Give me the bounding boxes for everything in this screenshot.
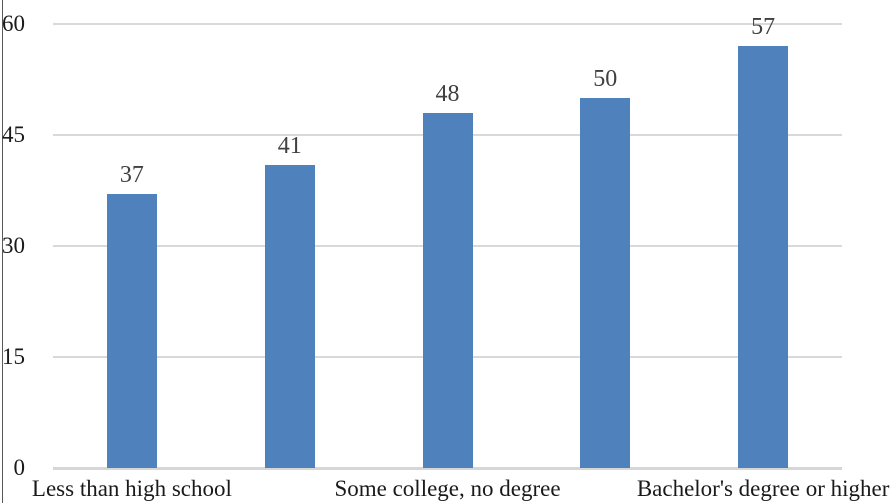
y-tick-label: 30 — [2, 233, 25, 258]
x-category-label: Some college, no degree — [334, 476, 561, 501]
bar — [264, 164, 315, 468]
data-label: 50 — [593, 66, 618, 92]
bar — [422, 112, 473, 468]
y-tick-label: 15 — [2, 344, 25, 369]
bar — [106, 194, 157, 468]
data-label: 37 — [119, 162, 144, 189]
x-axis-line — [53, 467, 842, 470]
x-category-label: Bachelor's degree or higher — [636, 476, 890, 501]
data-label: 48 — [435, 80, 460, 107]
left-edge-line — [2, 0, 3, 503]
bar — [738, 46, 789, 468]
data-label: 41 — [277, 132, 302, 159]
y-tick-label: 60 — [2, 11, 25, 36]
bar — [580, 98, 631, 468]
y-tick-label: 0 — [13, 455, 26, 480]
gridline — [53, 23, 842, 25]
data-label: 57 — [751, 14, 776, 41]
y-tick-label: 45 — [2, 122, 25, 147]
x-category-label: Less than high school — [31, 476, 232, 501]
